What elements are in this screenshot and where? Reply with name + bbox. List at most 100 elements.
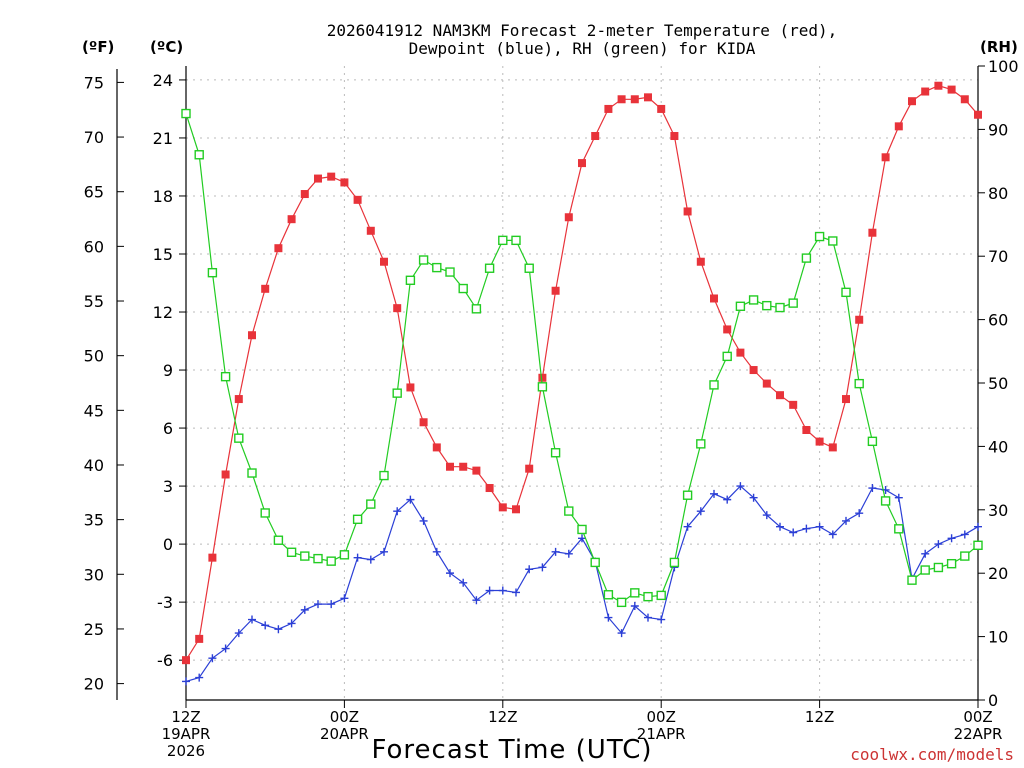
temperature-point [974, 110, 982, 119]
tick-label-x: 00Z [330, 708, 359, 726]
tick-label-celsius: 9 [163, 361, 173, 380]
tick-label-rh: 60 [988, 311, 1008, 330]
temperature-point [472, 466, 481, 475]
dewpoint-point [657, 615, 666, 624]
dewpoint-point [314, 600, 322, 609]
dewpoint-point [762, 511, 771, 520]
temperature-point [248, 331, 256, 340]
rh-point [339, 550, 350, 560]
rh-point [907, 575, 917, 585]
rh-point [814, 231, 825, 242]
temperature-point [591, 132, 600, 141]
tick-label-fahrenheit: 40 [84, 456, 104, 475]
temperature-point [221, 470, 230, 479]
dewpoint-point [340, 594, 349, 603]
rh-point [524, 263, 534, 273]
temperature-point [617, 95, 626, 104]
tick-label-x: 2026 [167, 742, 205, 760]
tick-label-x: 00Z [963, 708, 992, 726]
dewpoint-point [327, 600, 336, 609]
temperature-point [881, 153, 890, 162]
axes: -6-30369121518212412Z19APR202600Z20APR12… [84, 57, 1019, 760]
rh-point [260, 508, 270, 518]
rh-point [630, 588, 640, 598]
dewpoint-point [366, 555, 375, 564]
tick-label-celsius: 15 [153, 245, 173, 264]
rh-unit-label: (RH) [980, 38, 1018, 56]
rh-point [590, 557, 600, 568]
dewpoint-point [947, 534, 956, 543]
tick-label-x: 12Z [805, 708, 834, 726]
dewpoint-point [446, 569, 454, 578]
tick-label-rh: 30 [988, 501, 1008, 520]
dewpoint-point [868, 484, 877, 493]
dewpoint-point [934, 540, 943, 549]
dewpoint-point [723, 495, 732, 504]
rh-point [735, 301, 746, 311]
dewpoint-point [578, 534, 586, 543]
temperature-point [353, 195, 362, 204]
temperature-point [261, 284, 270, 293]
tick-label-x: 12Z [171, 708, 200, 726]
dewpoint-point [248, 615, 256, 624]
rh-point [709, 380, 719, 390]
dewpoint-point [182, 677, 190, 686]
temperature-point [762, 379, 771, 388]
temperature-point [432, 443, 441, 452]
temperature-point [564, 213, 573, 222]
temperature-point [551, 286, 560, 295]
dewpoint-point [802, 524, 811, 533]
temperature-point [234, 395, 243, 404]
dewpoint-point [353, 553, 362, 562]
temperature-point [380, 257, 388, 266]
temperature-point [525, 464, 534, 473]
tick-label-celsius: 6 [163, 419, 173, 438]
tick-label-fahrenheit: 25 [84, 620, 104, 639]
x-axis-label: Forecast Time (UTC) [371, 735, 652, 765]
dewpoint-point [710, 489, 718, 498]
dewpoint-point [287, 619, 296, 628]
dewpoint-point [644, 613, 652, 622]
dewpoint-point [498, 586, 507, 595]
tick-label-rh: 80 [988, 184, 1008, 203]
temperature-point [723, 325, 732, 334]
temperature-point [300, 190, 309, 199]
temperature-point [182, 656, 190, 665]
temperature-point [498, 503, 507, 512]
rh-point [220, 371, 231, 382]
rh-point [286, 547, 297, 557]
rh-point [669, 557, 680, 568]
dewpoint-point [894, 493, 903, 502]
tick-label-x: 19APR [162, 725, 211, 743]
temperature-point [789, 400, 798, 409]
temperature-series-line [185, 85, 979, 661]
rh-point [775, 302, 785, 313]
temperature-point [314, 174, 322, 183]
temperature-point [446, 462, 454, 471]
tick-label-rh: 20 [988, 564, 1008, 583]
tick-label-celsius: -6 [157, 651, 173, 670]
rh-point [682, 490, 693, 500]
dewpoint-point [432, 547, 441, 556]
dewpoint-point [261, 621, 270, 630]
rh-point [603, 590, 614, 600]
temperature-point [366, 226, 375, 235]
rh-point [418, 255, 429, 265]
dewpoint-point [485, 586, 494, 595]
tick-label-fahrenheit: 75 [84, 73, 104, 92]
dewpoint-point [776, 522, 784, 531]
rh-point [841, 287, 851, 298]
chart-title-line2: Dewpoint (blue), RH (green) for KIDA [409, 39, 756, 58]
temperature-point [855, 315, 864, 324]
temperature-point [274, 244, 283, 253]
tick-label-fahrenheit: 60 [84, 237, 104, 256]
tick-label-celsius: -3 [157, 593, 173, 612]
tick-label-rh: 0 [988, 691, 998, 710]
rh-point [458, 283, 468, 294]
temperature-point [419, 418, 428, 427]
tick-label-fahrenheit: 50 [84, 347, 104, 366]
dewpoint-point [696, 507, 705, 516]
rh-point [577, 524, 587, 535]
rh-point [722, 351, 732, 362]
rh-point [405, 275, 416, 285]
